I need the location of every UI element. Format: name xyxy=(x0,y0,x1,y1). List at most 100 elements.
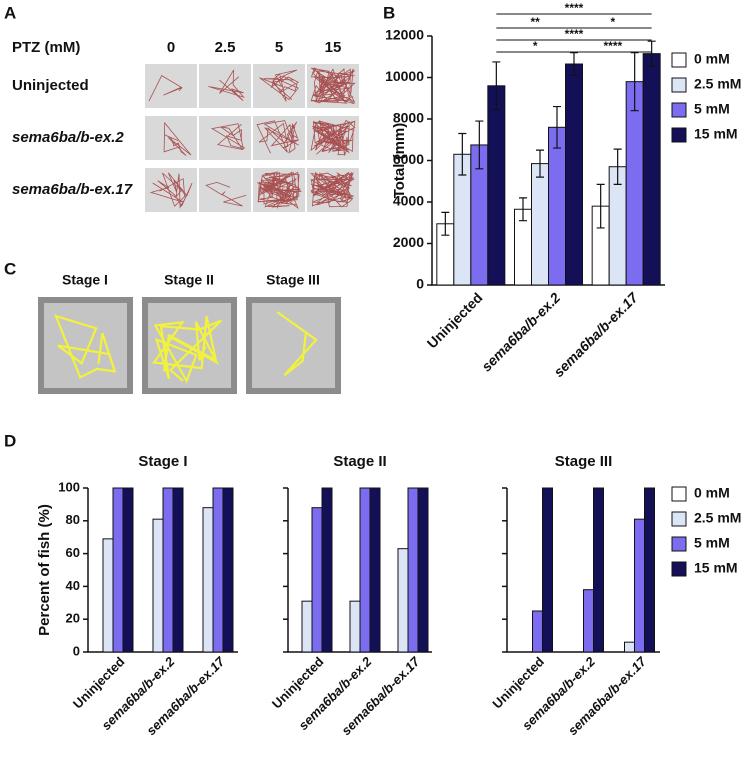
track-path xyxy=(205,181,247,207)
legend-label: 0 mM xyxy=(694,485,730,501)
legend-swatch xyxy=(671,52,687,68)
swim-path xyxy=(152,315,222,384)
bar xyxy=(542,487,553,653)
bar xyxy=(212,487,224,653)
x-tick-label: sema6ba/b-ex.2 xyxy=(478,289,563,374)
y-tick-label: 0 xyxy=(416,276,424,292)
legend-swatch xyxy=(671,536,687,552)
y-axis-label: Total (mm) xyxy=(391,123,408,199)
bar xyxy=(644,487,655,653)
row-label: Uninjected xyxy=(12,77,89,94)
panel-label: C xyxy=(4,259,16,278)
significance-label: **** xyxy=(565,1,584,15)
track-path xyxy=(208,69,245,102)
x-tick-label: Uninjected xyxy=(424,289,486,351)
error-bar xyxy=(553,105,561,149)
legend-swatch xyxy=(671,102,687,118)
legend-swatch xyxy=(671,561,687,577)
bar xyxy=(531,163,549,286)
column-label: 5 xyxy=(275,39,283,56)
bar xyxy=(112,487,124,653)
error-bar xyxy=(596,183,605,229)
error-bar xyxy=(441,211,450,236)
bar xyxy=(311,507,323,653)
y-tick-label: 4000 xyxy=(393,193,424,209)
y-axis-label: Percent of fish (%) xyxy=(36,504,53,636)
legend-label: 15 mM xyxy=(694,560,738,576)
significance-label: ** xyxy=(530,15,540,29)
panel-a-header: PTZ (mM) xyxy=(12,39,80,56)
track-path xyxy=(163,121,192,156)
y-tick-label: 12000 xyxy=(385,27,424,43)
bar xyxy=(102,538,114,653)
legend-label: 5 mM xyxy=(694,535,730,551)
axis-line xyxy=(87,488,238,653)
error-bar xyxy=(536,149,544,178)
error-bar xyxy=(475,120,484,170)
stage-label: Stage II xyxy=(164,272,214,288)
row-label: sema6ba/b-ex.17 xyxy=(12,181,133,198)
bar xyxy=(152,518,164,653)
axis-line xyxy=(287,488,432,653)
error-bar xyxy=(570,52,578,77)
bar xyxy=(548,126,566,286)
bar xyxy=(642,53,661,286)
y-tick-label: 60 xyxy=(66,545,80,560)
bar xyxy=(172,487,184,653)
track-image xyxy=(253,64,305,108)
error-bar xyxy=(458,132,467,176)
x-tick-label: sema6ba/b-ex.17 xyxy=(550,289,641,380)
chart-title: Stage II xyxy=(333,453,386,470)
y-tick-label: 80 xyxy=(66,512,80,527)
y-tick-label: 10000 xyxy=(385,68,424,84)
track-path xyxy=(256,120,300,154)
panel-label: B xyxy=(383,3,395,22)
column-label: 2.5 xyxy=(215,39,236,56)
bar xyxy=(397,548,409,653)
panel-label: A xyxy=(4,3,16,22)
y-tick-label: 100 xyxy=(58,479,80,494)
legend-label: 0 mM xyxy=(694,51,730,67)
bar xyxy=(349,600,361,653)
track-path xyxy=(149,172,193,209)
track-image xyxy=(145,64,197,108)
y-tick-label: 0 xyxy=(73,643,80,658)
panel-label: D xyxy=(4,431,16,450)
legend-swatch xyxy=(671,127,687,143)
y-tick-label: 6000 xyxy=(393,151,424,167)
bar xyxy=(593,487,604,653)
bar xyxy=(532,610,543,653)
bar xyxy=(122,487,134,653)
bar xyxy=(407,487,419,653)
bar xyxy=(417,487,429,653)
bar xyxy=(222,487,234,653)
bar xyxy=(625,81,644,286)
error-bar xyxy=(519,197,527,222)
track-path xyxy=(148,75,183,102)
bar xyxy=(369,487,381,653)
track-path xyxy=(310,67,356,105)
bar xyxy=(634,518,645,653)
stage-label: Stage I xyxy=(62,272,108,288)
error-bar xyxy=(630,52,639,112)
track-image xyxy=(199,64,251,108)
track-path xyxy=(210,123,246,151)
significance-label: **** xyxy=(603,39,622,53)
bar xyxy=(583,589,594,653)
legend-label: 2.5 mM xyxy=(694,510,741,526)
chart-title: Stage III xyxy=(555,453,613,470)
track-path xyxy=(309,171,355,208)
significance-label: **** xyxy=(565,27,584,41)
track-path xyxy=(259,69,300,102)
bar xyxy=(624,641,635,653)
bar xyxy=(301,600,313,653)
legend-label: 5 mM xyxy=(694,101,730,117)
legend-swatch xyxy=(671,77,687,93)
legend-label: 2.5 mM xyxy=(694,76,741,92)
error-bar xyxy=(647,40,656,67)
column-label: 0 xyxy=(167,39,175,56)
legend-swatch xyxy=(671,511,687,527)
chart-title: Stage I xyxy=(138,453,187,470)
arena-inner xyxy=(252,303,335,388)
